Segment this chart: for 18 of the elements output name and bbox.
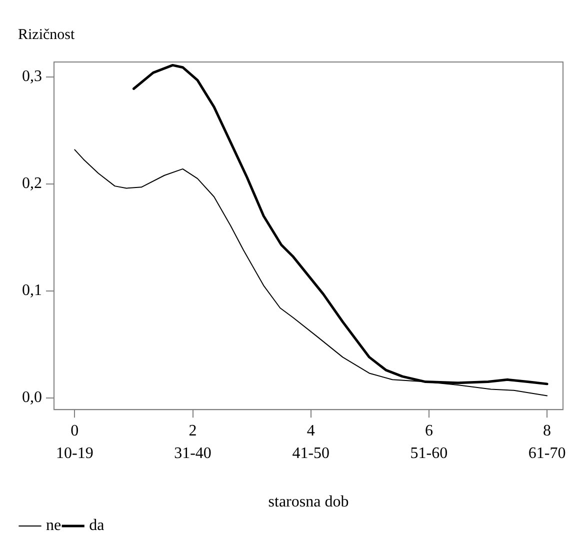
x-tick-label: 6 — [424, 422, 433, 440]
y-tick-label: 0,1 — [22, 282, 42, 300]
text: 51-60 — [410, 444, 448, 462]
x-tick-label: 4 — [306, 422, 315, 440]
x-tick-label: 8 — [543, 422, 552, 440]
x-axis-title: starosna dob — [268, 494, 349, 511]
legend-label: da — [89, 517, 104, 534]
text: 10-19 — [56, 444, 94, 462]
y-tick-label: 0,3 — [22, 68, 42, 86]
legend-label: ne — [46, 517, 62, 534]
y-tick-label: 0,2 — [22, 175, 42, 192]
text: 31-40 — [174, 444, 212, 462]
x-tick-label: 2 — [188, 422, 197, 440]
text: 61-70 — [528, 444, 566, 462]
y-tick-label: 0,0 — [22, 389, 42, 406]
x-tick-label: 0 — [70, 422, 79, 440]
text: 41-50 — [292, 444, 330, 462]
y-axis-title: Rizičnost — [18, 26, 76, 43]
